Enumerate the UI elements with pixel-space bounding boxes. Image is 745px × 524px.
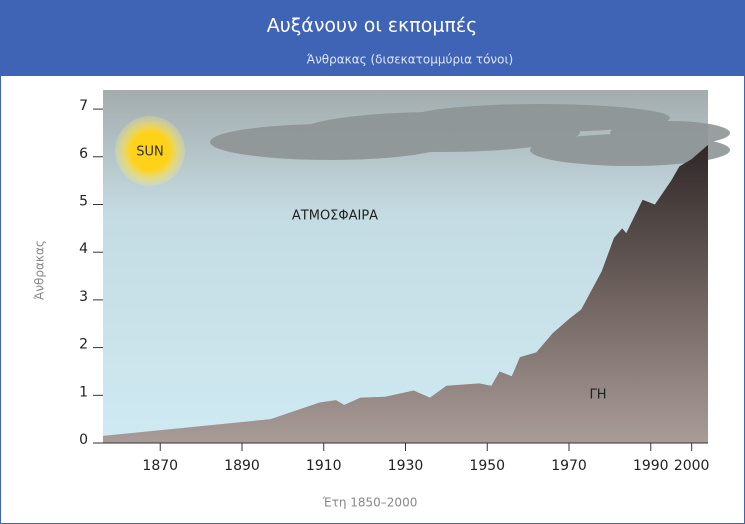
- x-tick-label: 1950: [469, 458, 505, 474]
- chart-subtitle: Άνθρακας (δισεκατομμύρια τόνοι): [307, 53, 513, 67]
- x-tick-label: 1930: [388, 458, 424, 474]
- y-tick-label: 2: [79, 337, 88, 353]
- x-tick-label: 1910: [306, 458, 342, 474]
- clouds: [210, 104, 730, 166]
- x-axis-label: Έτη 1850–2000: [322, 496, 418, 510]
- sun-label: SUN: [136, 145, 164, 160]
- x-tick-label: 2000: [674, 458, 710, 474]
- atmosphere-label: ΑΤΜΟΣΦΑΙΡΑ: [292, 209, 378, 224]
- x-tick-label: 1870: [142, 458, 178, 474]
- x-tick-label: 1890: [224, 458, 260, 474]
- x-tick-label: 1990: [633, 458, 669, 474]
- y-tick-label: 5: [79, 193, 88, 209]
- y-tick-label: 4: [79, 241, 88, 257]
- y-tick-label: 1: [79, 384, 88, 400]
- sun: [115, 116, 185, 186]
- chart-title: Αυξάνουν οι εκπομπές: [267, 15, 478, 37]
- header: [0, 0, 745, 76]
- y-axis-label: Άνθρακας: [33, 240, 47, 300]
- x-tick-label: 1970: [551, 458, 587, 474]
- y-tick-label: 3: [79, 289, 88, 305]
- emissions-area: [103, 144, 708, 444]
- y-tick-label: 7: [79, 98, 88, 114]
- y-tick-label: 6: [79, 146, 88, 162]
- earth-label: ΓΗ: [589, 388, 606, 403]
- y-tick-label: 0: [79, 432, 88, 448]
